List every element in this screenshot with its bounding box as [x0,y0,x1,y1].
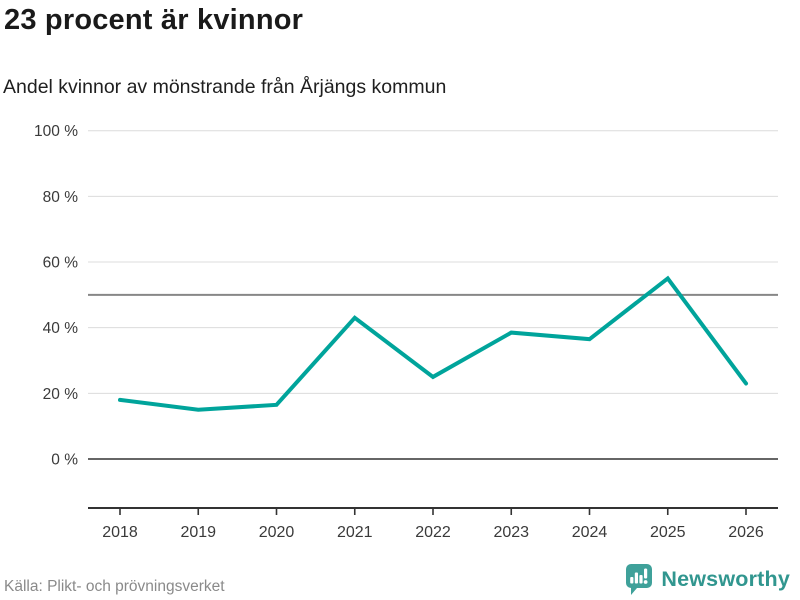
y-axis-label: 100 % [34,123,78,140]
page-subtitle: Andel kvinnor av mönstrande från Årjängs… [3,76,447,98]
y-axis-label: 80 % [43,189,79,206]
x-axis-label: 2026 [728,524,764,541]
newsworthy-logo-text: Newsworthy [661,566,790,591]
data-line [118,275,748,412]
x-axis-label: 2020 [259,524,295,541]
speech-bubble-shape [626,564,653,595]
y-axis-label: 0 % [51,452,78,469]
x-axis-label: 2021 [337,524,373,541]
x-axis-label: 2024 [572,524,608,541]
line-chart: 0 % 20 % 40 % 60 % 80 % 100 % 2018 2019 2020 2021… [34,123,778,541]
x-axis-label: 2022 [415,524,451,541]
bar-chart-glyph [630,568,648,584]
x-axis-label: 2018 [102,524,138,541]
y-axis-label: 20 % [43,386,79,403]
page-title: 23 procent är kvinnor [4,4,304,36]
y-axis-label: 60 % [43,255,79,272]
newsworthy-brand: Newsworthy [623,562,790,596]
x-axis-label: 2025 [650,524,686,541]
x-axis-label: 2023 [493,524,529,541]
chart-footer: Källa: Plikt- och prövningsverket Newswo… [0,560,800,600]
source-text: Källa: Plikt- och prövningsverket [4,578,225,595]
y-axis-label: 40 % [43,320,79,337]
x-axis-label: 2019 [180,524,216,541]
newsworthy-logo-icon [626,564,653,595]
